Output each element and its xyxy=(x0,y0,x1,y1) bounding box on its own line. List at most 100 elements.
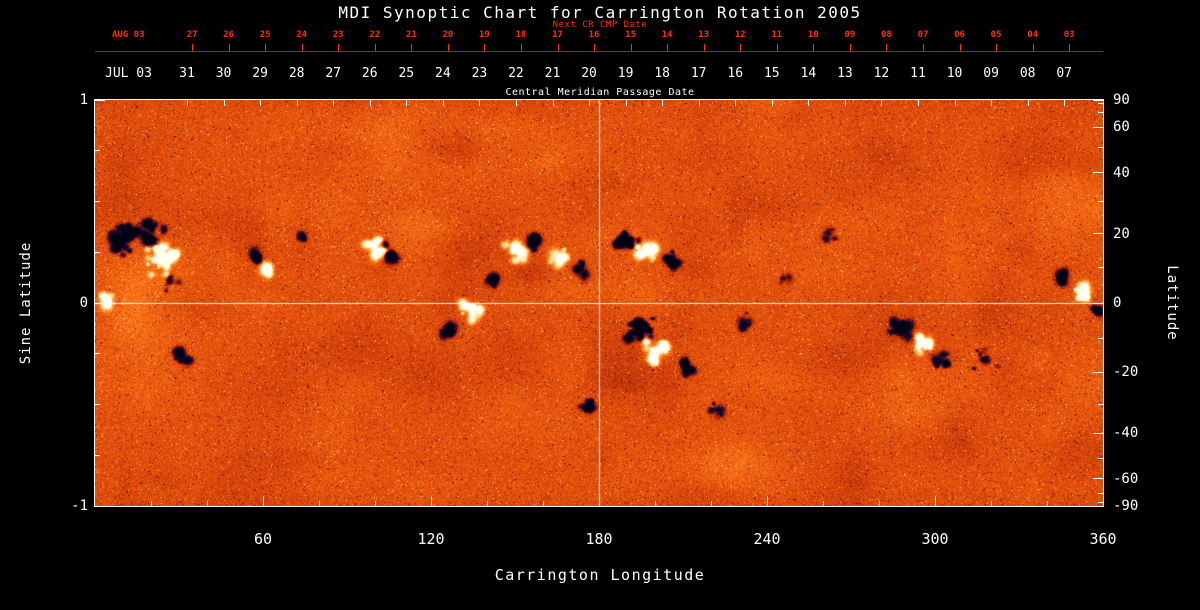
latitude-minor-tick xyxy=(1098,111,1103,113)
longitude-tick xyxy=(1103,496,1104,506)
cmp-day-label: 12 xyxy=(873,66,890,81)
next-cr-date-tick xyxy=(338,44,340,51)
cmp-date-tick xyxy=(589,100,591,106)
cmp-day-label: 25 xyxy=(398,66,415,81)
next-cr-date-tick xyxy=(520,44,522,51)
latitude-minor-tick xyxy=(1098,201,1103,202)
cmp-date-tick xyxy=(442,100,444,106)
next-cr-day-label: 13 xyxy=(698,30,710,40)
next-cr-date-tick xyxy=(630,44,632,51)
cmp-date-tick xyxy=(369,100,371,106)
sine-latitude-minor-tick xyxy=(95,454,100,456)
next-cr-day-label: 14 xyxy=(661,30,673,40)
longitude-tick-label: 180 xyxy=(585,530,613,548)
next-cr-day-label: 07 xyxy=(917,30,929,40)
sine-latitude-minor-tick xyxy=(95,201,100,202)
cmp-date-tick xyxy=(1064,100,1066,106)
next-cr-date-tick xyxy=(886,44,888,51)
sine-latitude-minor-tick xyxy=(95,251,100,253)
next-cr-day-label: 19 xyxy=(478,30,490,40)
sine-latitude-tick xyxy=(95,505,105,507)
next-cr-date-tick xyxy=(447,44,449,51)
latitude-tick-label: -60 xyxy=(1113,470,1139,487)
cmp-day-label: 28 xyxy=(288,66,305,81)
latitude-tick xyxy=(1093,99,1103,101)
latitude-tick xyxy=(1093,432,1103,434)
longitude-minor-tick xyxy=(151,501,152,506)
latitude-tick xyxy=(1093,505,1103,507)
cmp-date-tick xyxy=(260,100,262,106)
longitude-minor-tick xyxy=(655,501,656,506)
latitude-tick-label: -90 xyxy=(1113,498,1139,514)
cmp-day-label: 29 xyxy=(252,66,268,81)
next-cr-day-label: 11 xyxy=(771,30,783,40)
latitude-minor-tick xyxy=(1098,502,1103,504)
latitude-tick xyxy=(1093,172,1103,173)
cmp-day-label: 09 xyxy=(983,66,999,81)
cmp-date-tick xyxy=(479,100,481,106)
left-axis-title: Sine Latitude xyxy=(18,241,34,365)
next-cr-day-label: 22 xyxy=(369,30,381,40)
next-cr-date-tick xyxy=(557,44,559,51)
cmp-date-tick xyxy=(552,100,554,106)
latitude-tick-label: 0 xyxy=(1113,295,1122,311)
next-cr-date-tick xyxy=(923,44,924,51)
cmp-day-label: 15 xyxy=(763,66,780,81)
sine-latitude-tick-label: 1 xyxy=(79,92,88,108)
latitude-tick xyxy=(1093,371,1103,373)
latitude-minor-tick xyxy=(1098,337,1103,339)
longitude-tick xyxy=(263,496,264,506)
cmp-date-tick xyxy=(296,100,298,106)
next-cr-date-tick xyxy=(667,44,669,51)
cmp-date-tick xyxy=(771,100,773,106)
cmp-day-label: 23 xyxy=(471,66,488,81)
cmp-date-tick xyxy=(187,100,188,106)
next-cr-date-tick xyxy=(374,44,376,51)
next-cr-date-tick xyxy=(228,44,230,51)
longitude-minor-tick xyxy=(879,501,880,506)
next-cr-day-label: 10 xyxy=(807,30,819,40)
longitude-minor-tick xyxy=(823,501,824,506)
magnetogram-image xyxy=(95,100,1103,506)
cmp-date-tick xyxy=(406,100,408,106)
cmp-day-label: 07 xyxy=(1056,66,1073,81)
next-cr-day-label: 23 xyxy=(332,30,344,40)
next-cr-day-label: 24 xyxy=(296,30,308,40)
longitude-minor-tick xyxy=(375,501,376,506)
cmp-date-tick xyxy=(808,100,810,106)
cmp-date-tick xyxy=(735,100,737,106)
cmp-date-tick xyxy=(698,100,700,106)
latitude-minor-tick xyxy=(1098,102,1103,104)
next-cr-axis-label: Next CR CMP Date xyxy=(552,20,648,30)
cmp-date-tick xyxy=(333,100,335,106)
next-cr-day-label: 03 xyxy=(1063,30,1075,40)
next-cr-day-label: 26 xyxy=(223,30,234,40)
longitude-minor-tick xyxy=(207,501,208,506)
next-cr-axis-line xyxy=(95,51,1103,52)
next-cr-date-tick xyxy=(849,44,851,51)
longitude-tick-label: 240 xyxy=(753,530,781,548)
cmp-day-label: 30 xyxy=(215,66,232,81)
next-cr-day-label: 05 xyxy=(990,30,1002,40)
next-cr-day-label: 20 xyxy=(442,30,454,40)
cmp-date-tick xyxy=(515,100,517,106)
longitude-tick xyxy=(935,496,936,506)
cmp-day-label: 31 xyxy=(179,66,195,81)
cmp-day-label: 16 xyxy=(727,66,744,81)
longitude-tick xyxy=(767,496,768,506)
longitude-minor-tick xyxy=(487,501,488,506)
cmp-day-label: 20 xyxy=(581,66,597,81)
longitude-minor-tick xyxy=(711,501,712,506)
latitude-minor-tick xyxy=(1098,146,1103,148)
cmp-day-label: 14 xyxy=(800,66,817,81)
latitude-tick-label: -20 xyxy=(1113,364,1139,381)
chart-title: MDI Synoptic Chart for Carrington Rotati… xyxy=(338,3,862,22)
cmp-date-tick xyxy=(223,100,225,106)
longitude-tick xyxy=(431,496,432,506)
bottom-axis-title: Carrington Longitude xyxy=(494,566,706,584)
latitude-minor-tick xyxy=(1098,267,1103,269)
sine-latitude-minor-tick xyxy=(95,150,100,152)
latitude-tick-label: 20 xyxy=(1113,225,1130,242)
longitude-minor-tick xyxy=(991,501,992,506)
cmp-day-label: 08 xyxy=(1019,66,1036,81)
